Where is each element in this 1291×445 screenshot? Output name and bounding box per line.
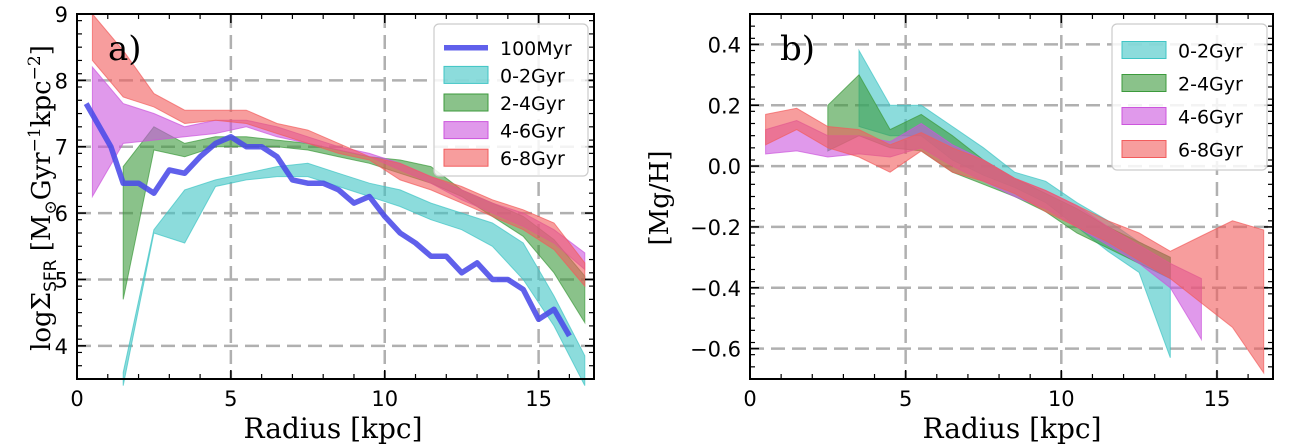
y-tick-label: −0.4 [690,277,741,301]
legend-swatch-0-2gyr [1121,41,1167,59]
data-lines [83,102,572,338]
x-axis-label: Radius [kpc] [243,412,422,445]
legend-swatch-6-8gyr [1121,140,1167,158]
x-tick-label: 5 [899,387,912,411]
legend: 100Myr 0-2Gyr 2-4Gyr 4-6Gyr 6-8Gyr [433,23,589,177]
x-tick-label: 0 [70,387,83,411]
tick-labels: 0 5 10 15 −0.6 −0.4 −0.2 0.0 0.2 0.4 [690,33,1230,411]
legend-label-2-4gyr: 2-4Gyr [500,93,565,115]
x-axis-label: Radius [kpc] [922,412,1101,445]
y-axis-label: [Mg/H] [645,151,675,246]
legend-label-6-8gyr: 6-8Gyr [500,148,565,170]
legend-label-4-6gyr: 4-6Gyr [1178,107,1243,129]
legend-label-4-6gyr: 4-6Gyr [500,121,565,143]
band-6-8gyr [765,107,1265,375]
y-axis-label: logΣSFR [M⊙Gyr−1kpc−2] [25,45,61,351]
line-100myr [83,102,572,338]
x-tick-label: 15 [1204,387,1231,411]
panel-label: b) [780,29,815,69]
band-6-8gyr [91,12,586,288]
y-tick-label: 9 [55,3,68,27]
legend-label-0-2gyr: 0-2Gyr [500,65,565,87]
legend-box [1111,23,1268,171]
y-tick-label: 8 [55,69,68,93]
panel-a: 0 5 10 15 4 5 6 7 8 9 a) Radius [kpc] logΣSFR [M⊙… [25,3,595,445]
legend-swatch-4-6gyr [443,121,489,140]
x-tick-label: 10 [1048,387,1075,411]
legend-swatch-4-6gyr [1121,107,1167,125]
legend-label-100myr: 100Myr [500,38,572,60]
y-tick-label: 0.0 [708,155,741,179]
y-tick-label: −0.6 [690,338,741,362]
legend: 0-2Gyr 2-4Gyr 4-6Gyr 6-8Gyr [1111,23,1268,171]
y-tick-label: 6 [55,202,68,226]
x-tick-label: 10 [371,387,398,411]
y-tick-label: 5 [55,268,68,292]
y-tick-label: 0.2 [708,94,741,118]
legend-label-0-2gyr: 0-2Gyr [1178,41,1243,63]
legend-swatch-0-2gyr [443,65,489,84]
legend-label-6-8gyr: 6-8Gyr [1178,140,1243,162]
legend-swatch-2-4gyr [443,93,489,112]
x-tick-label: 0 [743,387,756,411]
y-tick-label: 4 [55,335,68,359]
panel-label: a) [108,29,142,69]
plot-frame [76,13,595,380]
x-tick-label: 15 [525,387,552,411]
x-tick-label: 5 [224,387,237,411]
y-tick-label: −0.2 [690,216,741,240]
tick-labels: 0 5 10 15 4 5 6 7 8 9 [55,3,552,411]
legend-label-2-4gyr: 2-4Gyr [1178,74,1243,96]
plot-frame [749,13,1274,380]
y-tick-label: 0.4 [708,33,741,57]
legend-swatch-2-4gyr [1121,74,1167,92]
legend-swatch-6-8gyr [443,148,489,167]
y-tick-label: 7 [55,136,68,160]
panel-b: 0 5 10 15 −0.6 −0.4 −0.2 0.0 0.2 0.4 b) Radius [k… [645,13,1274,445]
data-bands [765,48,1265,375]
band-0-2gyr [122,162,586,386]
